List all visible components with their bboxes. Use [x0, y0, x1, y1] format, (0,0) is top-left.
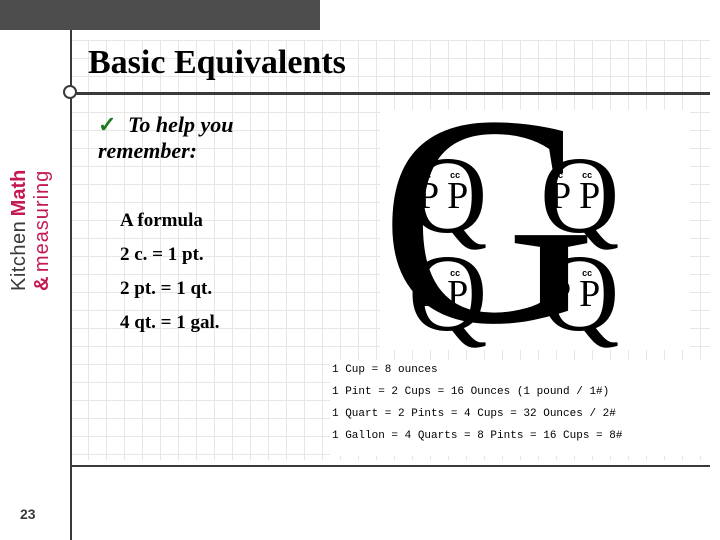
gallon-diagram: G Q ccP ccP Q ccP ccP Q ccP ccP Q ccP cc… — [380, 110, 690, 350]
equiv-line-1: 1 Cup = 8 ounces — [332, 364, 708, 376]
quart-group-3: Q ccP ccP — [408, 250, 548, 350]
equiv-line-2: 1 Pint = 2 Cups = 16 Ounces (1 pound / 1… — [332, 386, 708, 398]
logo-measuring: measuring — [31, 169, 53, 271]
top-bar — [0, 0, 320, 30]
formula-line-1: 2 c. = 1 pt. — [120, 244, 340, 266]
pint-pair: ccP ccP — [418, 174, 468, 218]
checkmark-icon: ✓ — [98, 112, 116, 137]
rule-intersection-marker — [63, 85, 77, 99]
pint-pair: ccP ccP — [550, 272, 600, 316]
equivalents-list: 1 Cup = 8 ounces 1 Pint = 2 Cups = 16 Ou… — [330, 360, 710, 456]
bullet-text: To help you remember: — [98, 112, 233, 163]
page-number: 23 — [20, 506, 36, 522]
equiv-line-3: 1 Quart = 2 Pints = 4 Cups = 32 Ounces /… — [332, 408, 708, 420]
equiv-line-4: 1 Gallon = 4 Quarts = 8 Pints = 16 Cups … — [332, 430, 708, 442]
logo-amp: & — [31, 276, 53, 290]
slide-title: Basic Equivalents — [88, 44, 346, 82]
logo-math: Math — [8, 169, 30, 216]
formula-block: A formula 2 c. = 1 pt. 2 pt. = 1 qt. 4 q… — [120, 210, 340, 346]
horizontal-rule-bottom — [70, 465, 710, 467]
pint-pair: ccP ccP — [418, 272, 468, 316]
pint-pair: ccP ccP — [550, 174, 600, 218]
bullet-line: ✓ To help you remember: — [98, 112, 328, 164]
quart-group-4: Q ccP ccP — [540, 250, 680, 350]
formula-heading: A formula — [120, 210, 340, 232]
formula-line-2: 2 pt. = 1 qt. — [120, 278, 340, 300]
logo-kitchen: Kitchen — [8, 220, 30, 290]
sidebar-logo: Kitchen Math & measuring — [8, 100, 56, 360]
formula-line-3: 4 qt. = 1 gal. — [120, 312, 340, 334]
vertical-rule — [70, 30, 72, 540]
